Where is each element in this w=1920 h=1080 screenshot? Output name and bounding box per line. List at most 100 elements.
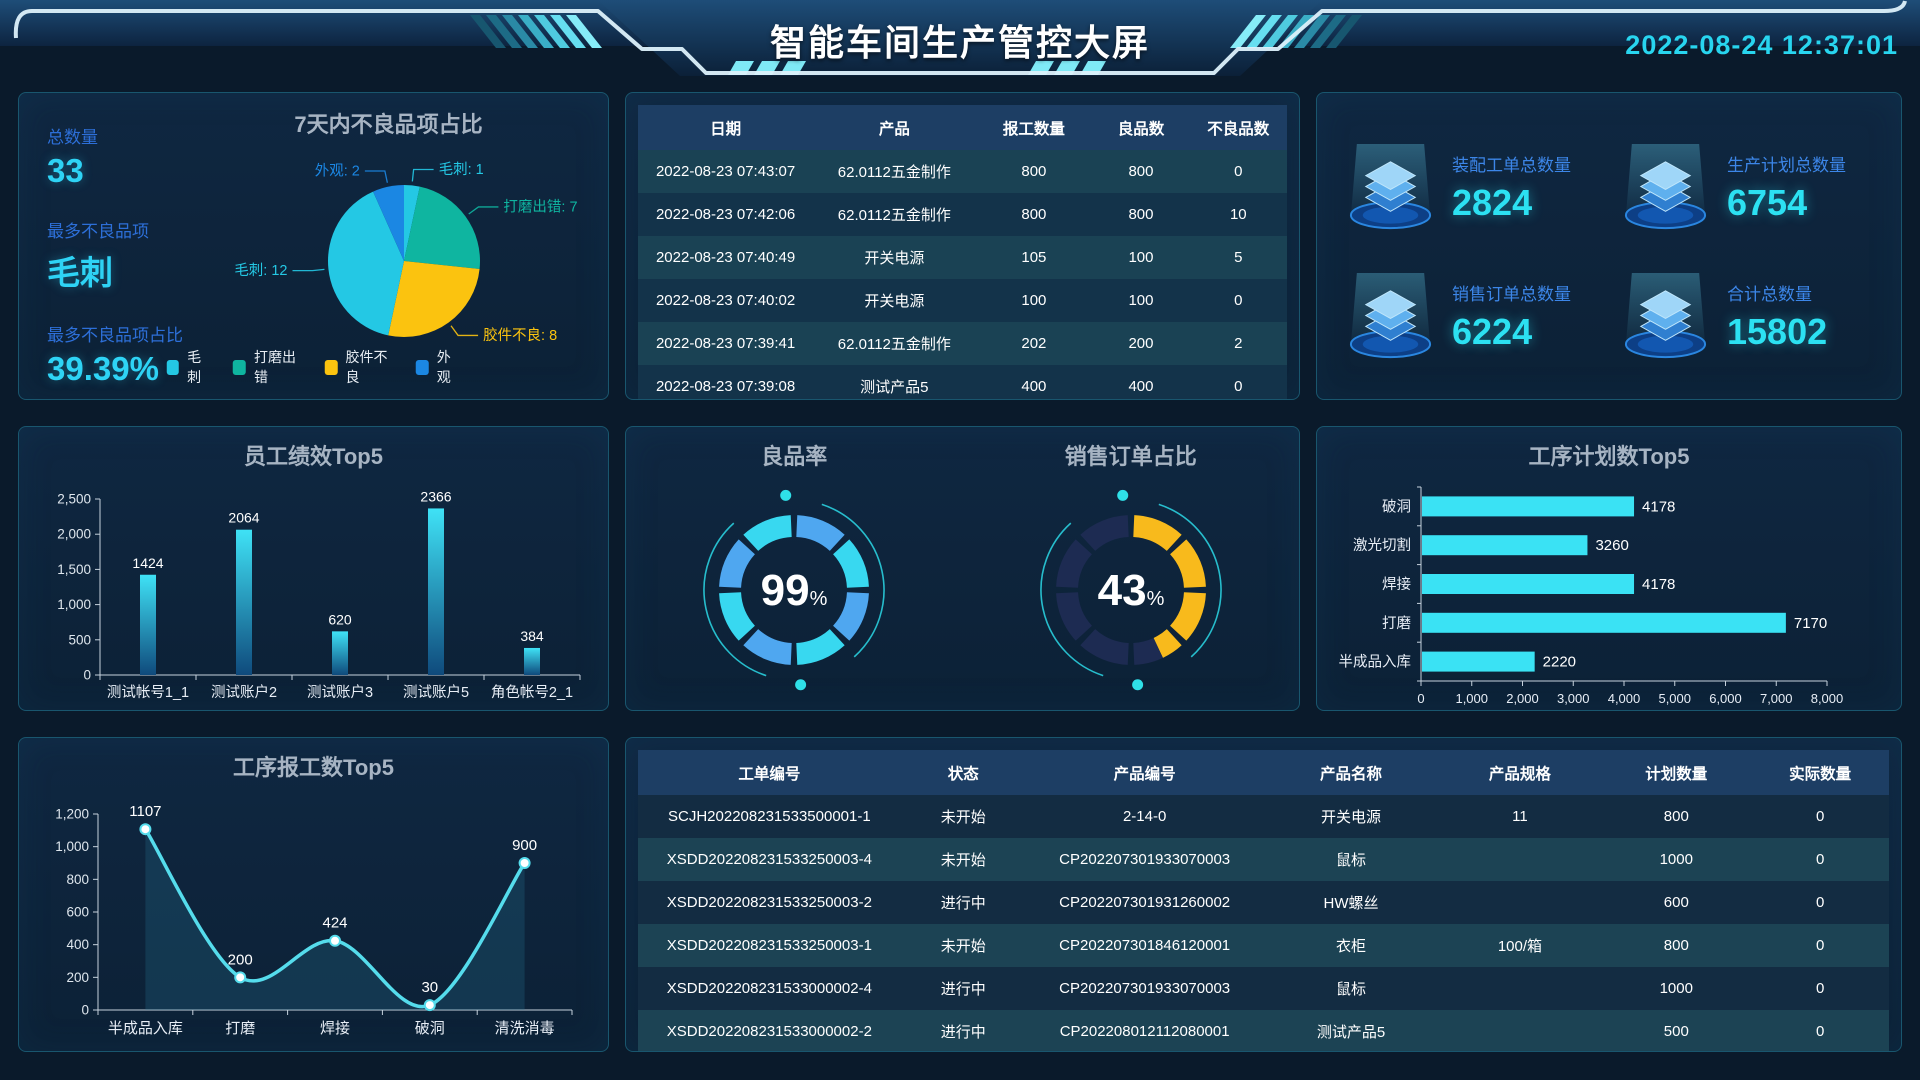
table-cell: 800 [1128, 206, 1154, 223]
stat-label: 总数量 [47, 128, 98, 147]
gauge-box-quality: 良品率 99% [626, 427, 963, 710]
table-row: 2022-08-23 07:40:49 开关电源 105 100 5 [638, 236, 1287, 279]
table-cell [1439, 881, 1602, 924]
svg-text:4,000: 4,000 [1608, 691, 1641, 706]
legend-label: 胶件不良 [345, 349, 388, 385]
stat-card-value: 6224 [1452, 311, 1533, 352]
table-cell: 100 [1021, 292, 1047, 309]
stat-value: 33 [47, 152, 84, 189]
table-row: XSDD202208231533250003-2 进行中 CP20220730193… [638, 881, 1889, 924]
table-cell: XSDD202208231533000002-4 [666, 980, 872, 997]
svg-text:1,500: 1,500 [57, 562, 91, 577]
table-cell: 鼠标 [1336, 981, 1367, 998]
svg-text:破洞: 破洞 [1382, 498, 1411, 515]
svg-text:焊接: 焊接 [319, 1020, 349, 1037]
pie-legend: 毛刺 打磨出错 胶件不良 外观 [166, 347, 461, 387]
legend-label: 打磨出错 [254, 349, 297, 385]
table-cell [1439, 967, 1602, 1010]
table-cell: 0 [1234, 292, 1243, 309]
svg-text:测试账户3: 测试账户3 [306, 684, 372, 701]
table-header-row: 日期 产品 报工数量 良品数 不良品数 [638, 105, 1287, 150]
svg-text:2064: 2064 [228, 510, 259, 526]
svg-text:7170: 7170 [1794, 615, 1827, 632]
table-cell: 11 [1512, 808, 1528, 825]
table-row: XSDD202208231533250003-1 未开始 CP20220730184… [638, 924, 1889, 967]
table-row: XSDD202208231533000002-4 进行中 CP20220730193… [638, 967, 1889, 1010]
report-table: 日期 产品 报工数量 良品数 不良品数 2022-08-23 07:43:07 62.01… [638, 105, 1287, 399]
table-cell: 未开始 [940, 852, 986, 869]
table-cell: CP202208012112080001 [1059, 1023, 1230, 1040]
svg-text:2,000: 2,000 [57, 527, 91, 542]
svg-text:600: 600 [66, 905, 89, 920]
svg-text:4178: 4178 [1642, 576, 1675, 593]
table-row: SCJH202208231533500001-1 未开始 2-14-0 开关电源 11 8… [638, 795, 1889, 838]
table-cell: 0 [1816, 1023, 1825, 1040]
svg-text:0: 0 [1417, 691, 1424, 706]
table-cell: 2022-08-23 07:43:07 [655, 163, 796, 180]
column-header: 报工数量 [975, 105, 1093, 150]
svg-text:2366: 2366 [420, 488, 451, 504]
legend-item: 外观 [415, 347, 461, 387]
column-header: 状态 [900, 750, 1026, 795]
table-cell: 开关电源 [1321, 809, 1382, 826]
svg-text:2,000: 2,000 [1506, 691, 1539, 706]
table-cell: 800 [1128, 163, 1154, 180]
svg-text:99%: 99% [761, 566, 828, 615]
panel-title-sales-gauge: 销售订单占比 [1064, 444, 1197, 469]
stat-card-label: 生产计划总数量 [1727, 156, 1846, 175]
column-header: 良品数 [1092, 105, 1190, 150]
svg-text:毛刺: 1: 毛刺: 1 [439, 161, 484, 178]
panel-title-defect-pie: 7天内不良品项占比 [294, 112, 483, 137]
svg-text:1107: 1107 [129, 803, 161, 820]
gauge-chart-svg: 43% [1040, 489, 1222, 691]
svg-text:角色帐号2_1: 角色帐号2_1 [490, 684, 572, 701]
legend-swatch [233, 359, 247, 375]
gauge-chart-svg: 99% [703, 489, 885, 691]
svg-text:破洞: 破洞 [414, 1020, 444, 1037]
svg-text:400: 400 [66, 937, 89, 952]
column-header: 实际数量 [1751, 750, 1889, 795]
table-cell: 0 [1816, 937, 1825, 954]
table-cell: 开关电源 [864, 250, 925, 267]
legend-swatch [415, 359, 429, 375]
svg-text:0: 0 [83, 668, 91, 683]
table-cell: 62.0112五金制作 [837, 336, 951, 353]
table-cell: 0 [1234, 163, 1243, 180]
panel-title-process-plan: 工序计划数Top5 [1528, 444, 1690, 469]
table-cell: 未开始 [940, 809, 986, 826]
hbar-chart-svg: 0 1,000 2,000 3,000 4,000 5,000 6,000 7,000 8,00… [1339, 486, 1843, 706]
svg-text:424: 424 [322, 915, 347, 932]
svg-text:200: 200 [227, 951, 252, 968]
table-cell: 200 [1128, 335, 1154, 352]
bar-chart-svg: 0 500 1,000 1,500 2,000 2,500 1424 测试帐号1_1 2064 测… [57, 488, 580, 701]
table-cell: 进行中 [940, 981, 986, 998]
table-cell: 0 [1234, 378, 1243, 395]
legend-item: 毛刺 [166, 347, 211, 387]
table-cell: 未开始 [940, 938, 986, 955]
header: 智能车间生产管控大屏 2022-08-24 12:37:01 [0, 0, 1920, 90]
svg-text:500: 500 [68, 632, 91, 647]
stat-total: 总数量 33 [47, 123, 183, 190]
svg-text:384: 384 [520, 628, 544, 644]
gauge-box-sales: 销售订单占比 43% [963, 427, 1300, 710]
table-cell: CP202207301931260002 [1059, 894, 1231, 911]
table-cell: XSDD202208231533250003-2 [666, 894, 872, 911]
table-cell: 2-14-0 [1122, 808, 1167, 825]
svg-text:测试账户2: 测试账户2 [210, 684, 276, 701]
svg-text:胶件不良: 8: 胶件不良: 8 [483, 327, 557, 344]
svg-text:1,200: 1,200 [55, 807, 89, 822]
table-cell: 400 [1128, 378, 1154, 395]
table-cell: CP202207301933070003 [1059, 851, 1231, 868]
table-cell [1439, 838, 1602, 881]
svg-text:4178: 4178 [1642, 498, 1675, 515]
table-header-row: 工单编号 状态 产品编号 产品名称 产品规格 计划数量 实际数量 [638, 750, 1889, 795]
svg-text:800: 800 [66, 872, 89, 887]
stat-top-defect-ratio: 最多不良品项占比 39.39% [47, 321, 183, 388]
table-cell: 1000 [1659, 851, 1693, 868]
layers-icon [1624, 143, 1707, 230]
column-header: 工单编号 [638, 750, 901, 795]
table-cell: 800 [1021, 206, 1047, 223]
table-cell: CP202207301933070003 [1059, 980, 1231, 997]
layers-icon [1624, 272, 1707, 359]
